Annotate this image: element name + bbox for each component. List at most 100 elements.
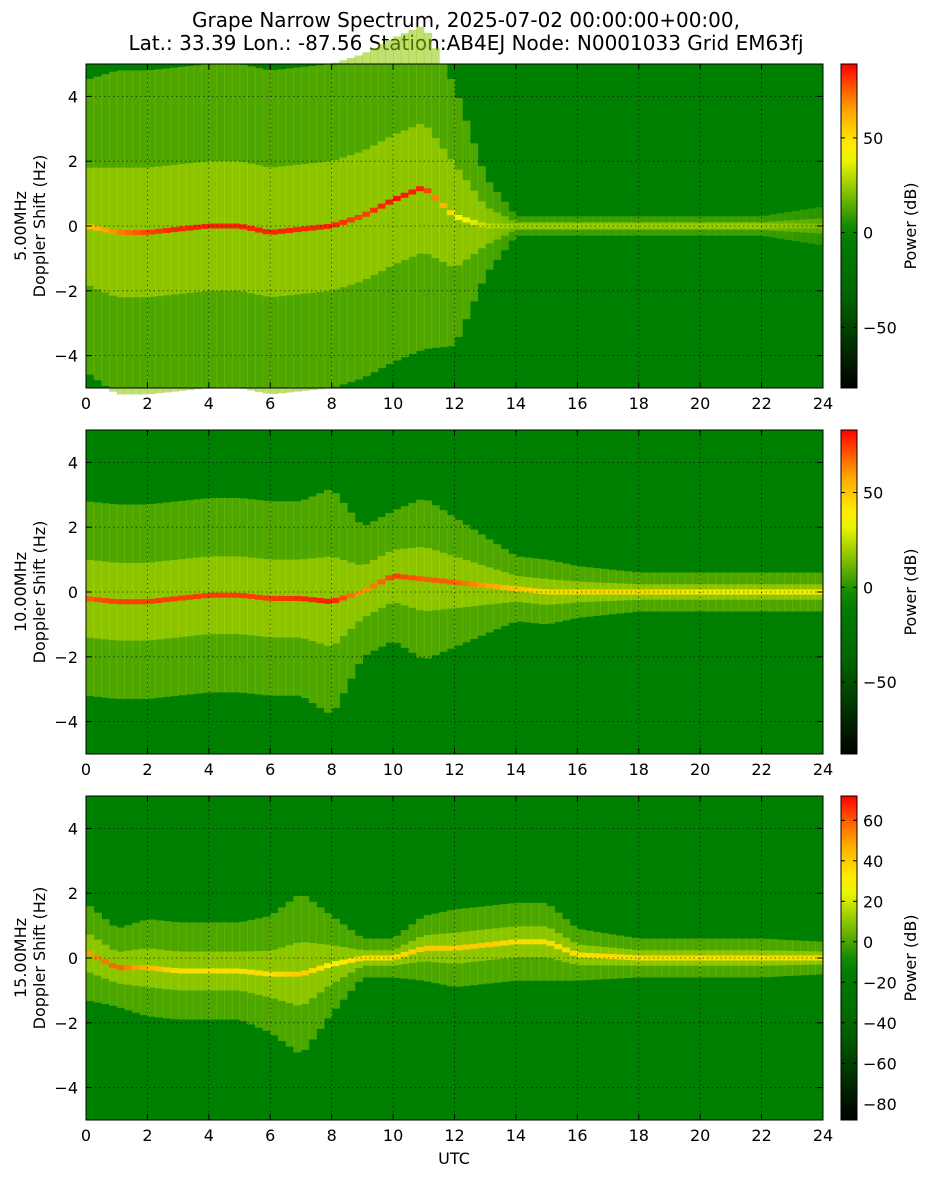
colorbar [840,63,858,389]
carrier-trace-segment [162,597,172,603]
x-tick-label: 2 [142,1126,152,1145]
carrier-trace-segment [354,590,363,596]
y-tick-label: 2 [68,518,78,537]
x-tick-label: 14 [506,760,526,779]
carrier-trace-segment [316,224,325,230]
carrier-trace-segment [201,968,210,974]
carrier-trace-segment [347,593,356,599]
carrier-trace-segment [86,596,95,602]
carrier-trace-segment [700,955,709,961]
carrier-trace-segment [316,965,325,971]
carrier-trace-segment [615,954,624,960]
colorbar-tick-label: −50 [863,318,897,337]
carrier-trace-segment [262,229,271,235]
carrier-trace-segment [769,223,778,229]
carrier-trace-segment [370,583,379,589]
colorbar-tick-label: 0 [863,224,873,243]
carrier-trace-segment [469,943,479,949]
carrier-trace-segment [723,223,732,229]
carrier-trace-segment [254,227,264,233]
colorbar-tick-label: 20 [863,892,883,911]
x-tick-label: 6 [265,1126,275,1145]
carrier-trace-segment [170,227,179,233]
colorbar-tick-label: −60 [863,1054,897,1073]
y-tick-label: −2 [54,282,78,301]
x-tick-label: 16 [567,1126,587,1145]
carrier-trace-segment [661,223,671,229]
x-tick-label: 20 [690,394,710,413]
carrier-trace-segment [385,955,394,961]
carrier-trace-segment [492,941,502,947]
carrier-trace-segment [523,587,532,593]
panel-15mhz: 0 2 4 6 8 10 12 14 16 18 20 22 24−4−2024−80−60−40−20… [11,795,920,1168]
colorbar-tick-label: 60 [863,811,883,830]
carrier-trace-segment [561,947,571,953]
carrier-trace-segment [485,583,494,589]
x-tick-label: 10 [383,760,403,779]
carrier-trace-segment [592,953,601,959]
y-tick-label: −4 [54,1079,78,1098]
spectrogram-15mhz: 0 2 4 6 8 10 12 14 16 18 20 22 24−4−2024−80−60−40−20… [54,795,897,1145]
carrier-trace-segment [738,955,747,961]
carrier-trace-segment [293,971,302,977]
carrier-trace-segment [746,589,755,595]
carrier-trace-segment [155,598,164,604]
carrier-trace-segment [185,225,195,231]
carrier-trace-segment [308,597,317,603]
ylabel-freq-15mhz: 15.00MHz [11,918,30,998]
carrier-trace-segment [308,225,317,231]
carrier-trace-segment [454,945,463,951]
y-tick-label: 4 [68,819,78,838]
carrier-trace-segment [147,965,156,971]
carrier-trace-segment [224,592,233,598]
x-tick-label: 12 [444,394,464,413]
y-tick-label: 4 [68,453,78,472]
carrier-trace-segment [370,207,379,213]
x-tick-label: 2 [142,394,152,413]
carrier-trace-segment [262,971,271,977]
carrier-trace-segment [185,594,195,600]
carrier-trace-segment [485,942,494,948]
carrier-trace-segment [308,968,317,974]
carrier-trace-segment [362,955,371,961]
carrier-trace-segment [178,968,187,974]
carrier-trace-segment [700,589,709,595]
carrier-trace-segment [247,969,256,975]
carrier-trace-segment [485,223,494,229]
carrier-trace-segment [500,585,509,591]
carrier-trace-segment [792,223,801,229]
carrier-trace-segment [377,203,387,209]
carrier-trace-segment [554,589,563,595]
y-tick-label: −2 [54,1014,78,1033]
carrier-trace-segment [684,589,694,595]
carrier-trace-segment [224,223,233,229]
carrier-trace-segment [331,961,340,967]
carrier-trace-segment [423,945,433,951]
carrier-trace-segment [799,223,809,229]
carrier-trace-segment [347,957,356,963]
carrier-trace-segment [723,589,732,595]
colorbar-tick-label: −80 [863,1095,897,1114]
x-tick-label: 10 [383,1126,403,1145]
x-tick-label: 6 [265,394,275,413]
carrier-trace-segment [715,589,724,595]
x-tick-label: 16 [567,394,587,413]
carrier-trace-segment [585,589,594,595]
x-tick-label: 8 [327,760,337,779]
carrier-trace-segment [170,596,179,602]
x-tick-label: 18 [629,394,649,413]
carrier-trace-segment [508,223,517,229]
carrier-trace-segment [431,577,440,583]
y-tick-label: 2 [68,884,78,903]
carrier-trace-segment [116,599,125,605]
carrier-trace-segment [224,968,233,974]
carrier-trace-segment [93,597,102,603]
carrier-trace-segment [86,224,95,230]
carrier-trace-segment [362,211,371,217]
colorbar-tick-label: 0 [863,578,873,597]
carrier-trace-segment [270,229,279,235]
carrier-trace-segment [508,939,517,945]
x-tick-label: 8 [327,394,337,413]
carrier-trace-segment [139,965,149,971]
